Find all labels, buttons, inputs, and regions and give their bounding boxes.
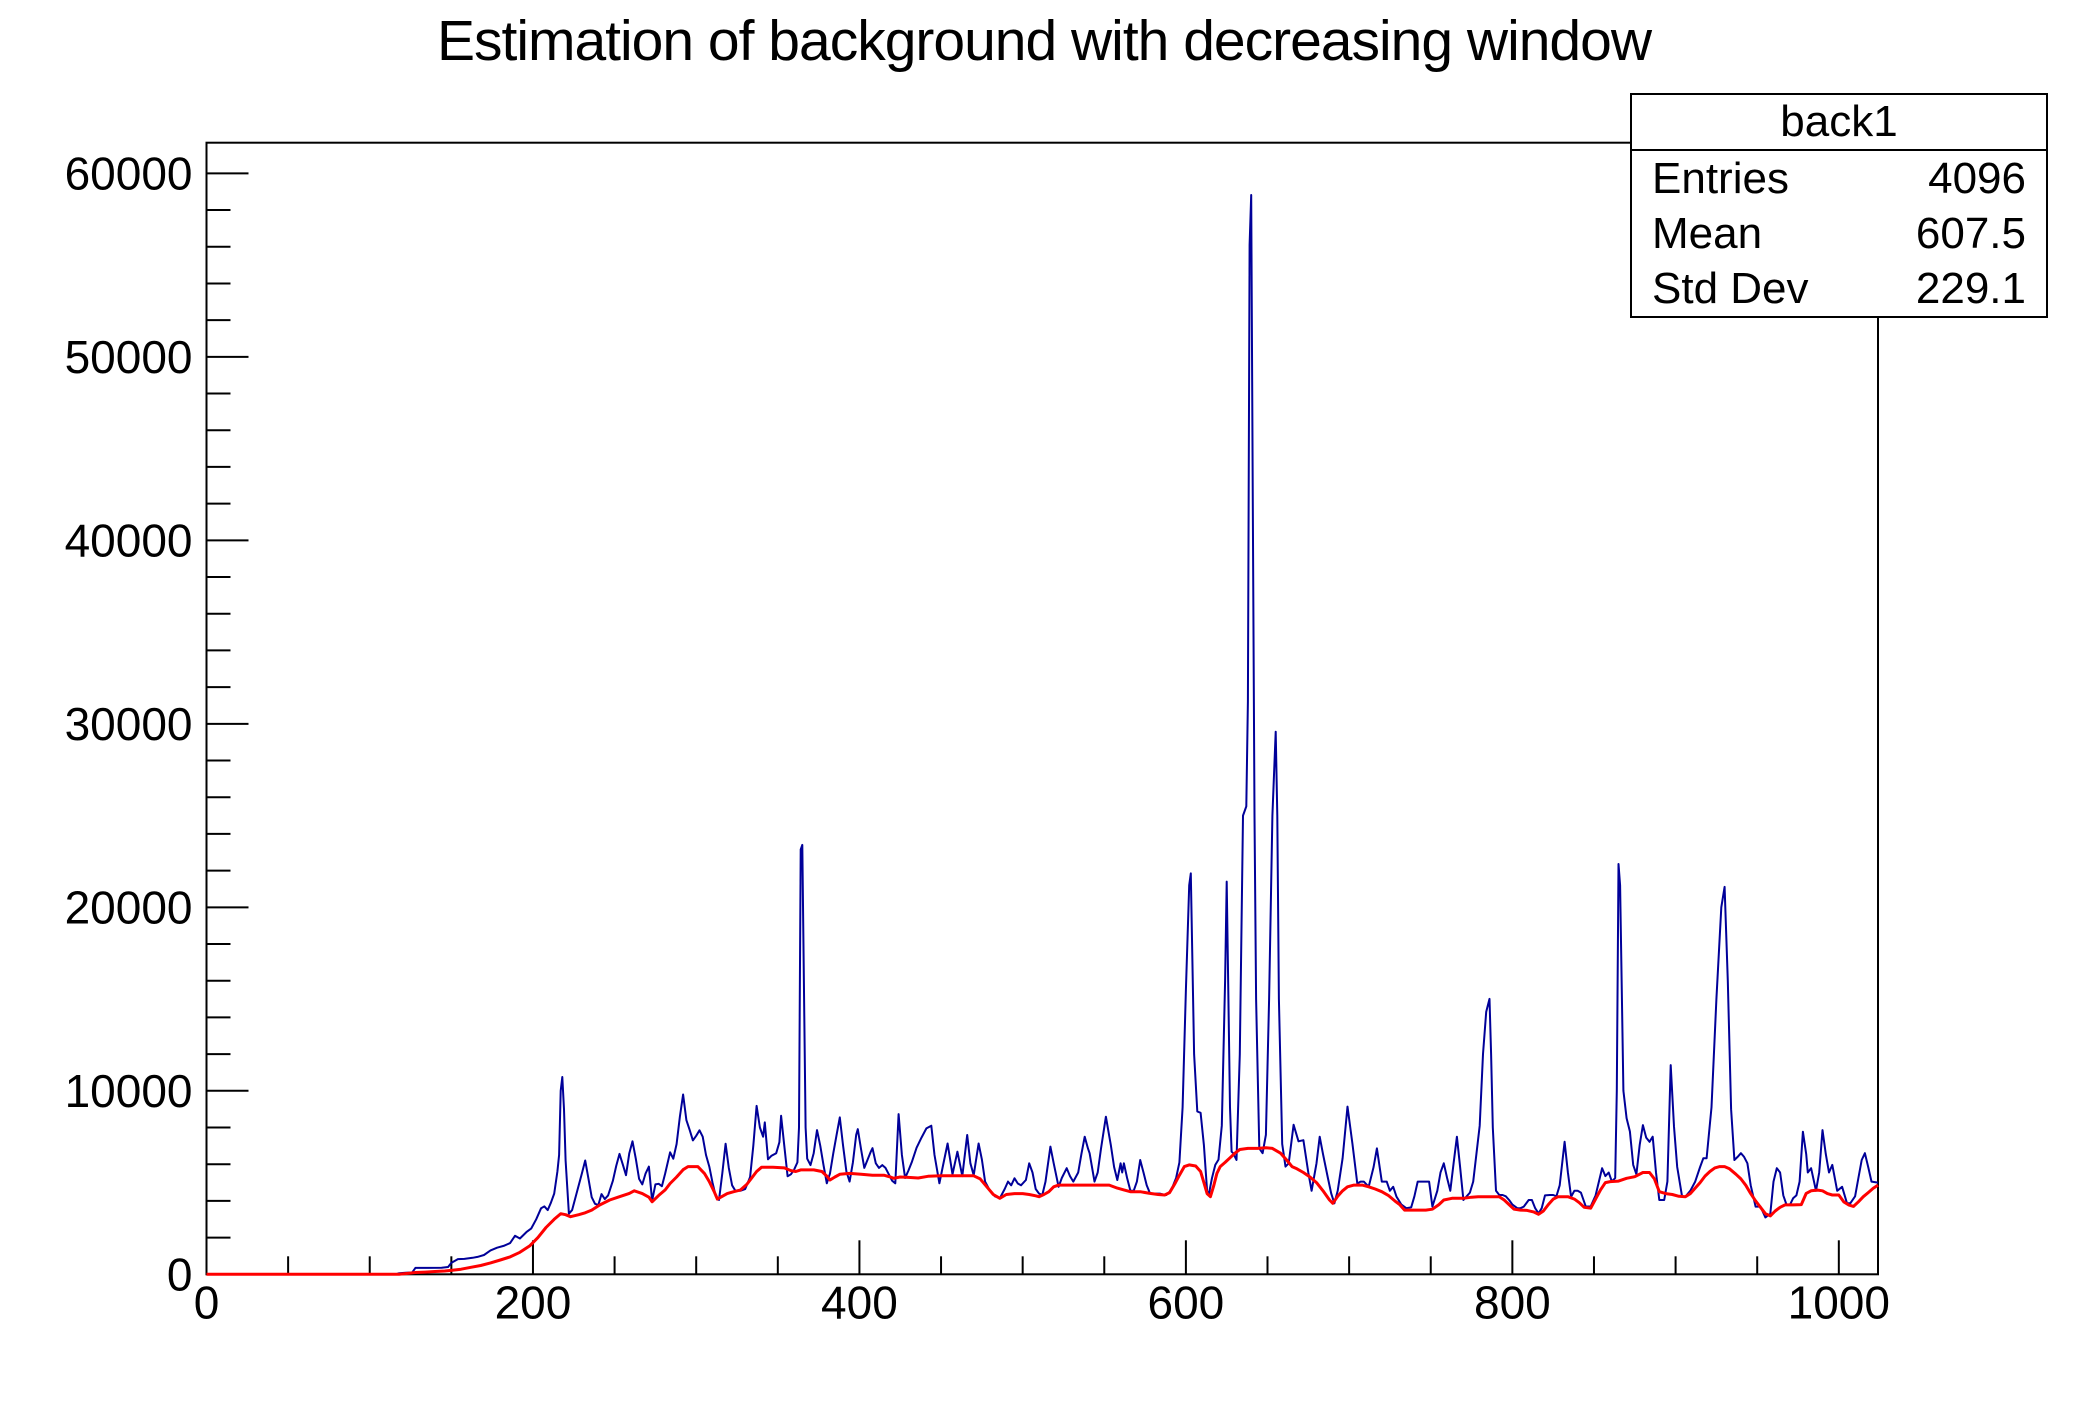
x-tick-label: 1000	[1788, 1276, 1890, 1328]
stats-value: 229.1	[1915, 263, 2026, 313]
x-tick-label: 600	[1148, 1276, 1225, 1328]
y-tick-label: 40000	[65, 514, 193, 566]
stats-value: 607.5	[1915, 208, 2026, 258]
stats-label: Mean	[1652, 208, 1763, 258]
stats-value: 4096	[1928, 153, 2026, 203]
stats-row-mean: Mean 607.5	[1632, 206, 2046, 261]
x-tick-label: 800	[1474, 1276, 1551, 1328]
stats-label: Std Dev	[1652, 263, 1809, 313]
background-line	[206, 1146, 1879, 1276]
spectrum-line	[206, 194, 1879, 1276]
stats-box: back1 Entries 4096 Mean 607.5 Std Dev 22…	[1630, 93, 2048, 318]
stats-row-stddev: Std Dev 229.1	[1632, 261, 2046, 316]
x-tick-label: 200	[495, 1276, 572, 1328]
y-tick-label: 50000	[65, 331, 193, 383]
plot-frame	[205, 141, 1879, 1276]
y-tick-label: 10000	[65, 1065, 193, 1117]
y-tick-label: 20000	[65, 881, 193, 933]
x-tick-label: 400	[821, 1276, 898, 1328]
stats-label: Entries	[1652, 153, 1789, 203]
chart-title: Estimation of background with decreasing…	[436, 9, 1652, 73]
stats-box-title: back1	[1632, 95, 2046, 151]
y-tick-label: 0	[167, 1248, 193, 1300]
x-tick-label: 0	[194, 1276, 220, 1328]
stats-row-entries: Entries 4096	[1632, 151, 2046, 206]
y-tick-label: 30000	[65, 698, 193, 750]
stats-box-rows: Entries 4096 Mean 607.5 Std Dev 229.1	[1632, 151, 2046, 316]
y-tick-label: 60000	[65, 147, 193, 199]
